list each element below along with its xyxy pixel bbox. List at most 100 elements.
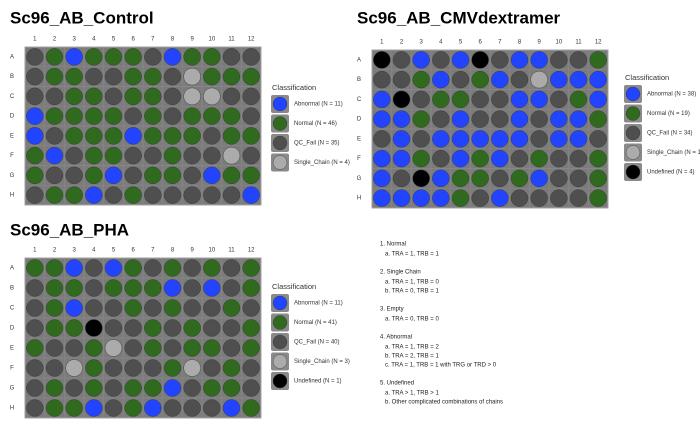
well xyxy=(85,127,103,145)
well xyxy=(412,110,430,128)
well xyxy=(589,130,607,148)
well xyxy=(222,319,241,337)
well xyxy=(203,166,221,185)
row-label: B xyxy=(357,77,361,83)
well xyxy=(203,127,221,145)
well xyxy=(163,259,182,277)
well xyxy=(203,107,221,125)
well xyxy=(203,339,221,357)
well xyxy=(45,359,64,377)
well xyxy=(104,166,123,185)
well xyxy=(471,149,489,168)
well xyxy=(183,87,201,106)
well xyxy=(183,339,201,357)
well xyxy=(550,169,568,188)
well xyxy=(550,130,568,148)
well xyxy=(85,379,103,397)
well xyxy=(85,339,103,357)
well xyxy=(203,48,221,66)
well xyxy=(163,48,182,66)
well xyxy=(550,51,568,69)
well xyxy=(104,319,123,337)
well xyxy=(65,259,83,277)
legend-label: QC_Fail (N = 40) xyxy=(294,340,340,346)
row-label: B xyxy=(10,74,14,80)
well xyxy=(412,169,430,188)
legend-swatch xyxy=(625,106,641,121)
legend-swatch xyxy=(272,116,288,131)
well xyxy=(510,169,529,188)
well xyxy=(183,166,201,185)
legend-label: QC_Fail (N = 34) xyxy=(647,131,693,137)
well xyxy=(163,319,182,337)
well xyxy=(242,48,260,66)
well xyxy=(104,186,123,204)
well xyxy=(65,399,83,417)
well xyxy=(491,70,509,89)
legend-title: Classification xyxy=(272,282,316,291)
note-item: b. Other complicated combinations of cha… xyxy=(385,400,503,406)
well xyxy=(85,87,103,106)
well xyxy=(144,319,162,337)
well xyxy=(471,169,489,188)
well xyxy=(392,70,411,89)
well xyxy=(45,67,64,86)
well xyxy=(26,379,44,397)
well xyxy=(203,186,221,204)
well xyxy=(144,379,162,397)
well xyxy=(124,379,142,397)
well xyxy=(183,146,201,165)
legend-label: Normal (N = 46) xyxy=(294,121,337,127)
well xyxy=(471,90,489,109)
well xyxy=(144,67,162,86)
well xyxy=(104,146,123,165)
well xyxy=(163,399,182,417)
well xyxy=(222,359,241,377)
well xyxy=(144,127,162,145)
legend-swatch xyxy=(272,373,288,389)
well xyxy=(432,90,450,109)
well xyxy=(163,166,182,185)
column-label: 4 xyxy=(92,248,96,254)
well xyxy=(45,399,64,417)
note-heading: 4. Abnormal xyxy=(380,335,412,341)
well xyxy=(392,130,411,148)
column-label: 1 xyxy=(33,248,37,254)
well xyxy=(85,259,103,277)
note-item: c. TRA = 1, TRB = 1 with TRG or TRD > 0 xyxy=(385,363,497,369)
well xyxy=(45,379,64,397)
well xyxy=(144,279,162,297)
row-label: D xyxy=(357,117,362,123)
column-label: 2 xyxy=(53,248,57,254)
well xyxy=(222,379,241,397)
well xyxy=(183,399,201,417)
well xyxy=(242,319,260,337)
well xyxy=(491,189,509,207)
well xyxy=(550,90,568,109)
column-label: 11 xyxy=(575,40,582,46)
well xyxy=(163,186,182,204)
legend-label: Single_Chain (N = 3) xyxy=(294,359,350,365)
well xyxy=(203,279,221,297)
column-label: 7 xyxy=(151,248,155,254)
column-label: 2 xyxy=(400,40,404,46)
well xyxy=(26,107,44,125)
well xyxy=(183,107,201,125)
well xyxy=(412,90,430,109)
well xyxy=(242,339,260,357)
well-cell xyxy=(588,188,609,209)
column-label: 11 xyxy=(228,37,235,43)
note-heading: 1. Normal xyxy=(380,242,406,248)
well xyxy=(373,110,391,128)
legend-label: QC_Fail (N = 35) xyxy=(294,141,340,147)
well xyxy=(222,48,241,66)
legend-swatch xyxy=(625,164,641,180)
well xyxy=(222,127,241,145)
well xyxy=(144,339,162,357)
well xyxy=(104,67,123,86)
column-label: 3 xyxy=(72,248,76,254)
well xyxy=(45,186,64,204)
well xyxy=(85,359,103,377)
well xyxy=(65,48,83,66)
column-label: 12 xyxy=(248,37,255,43)
